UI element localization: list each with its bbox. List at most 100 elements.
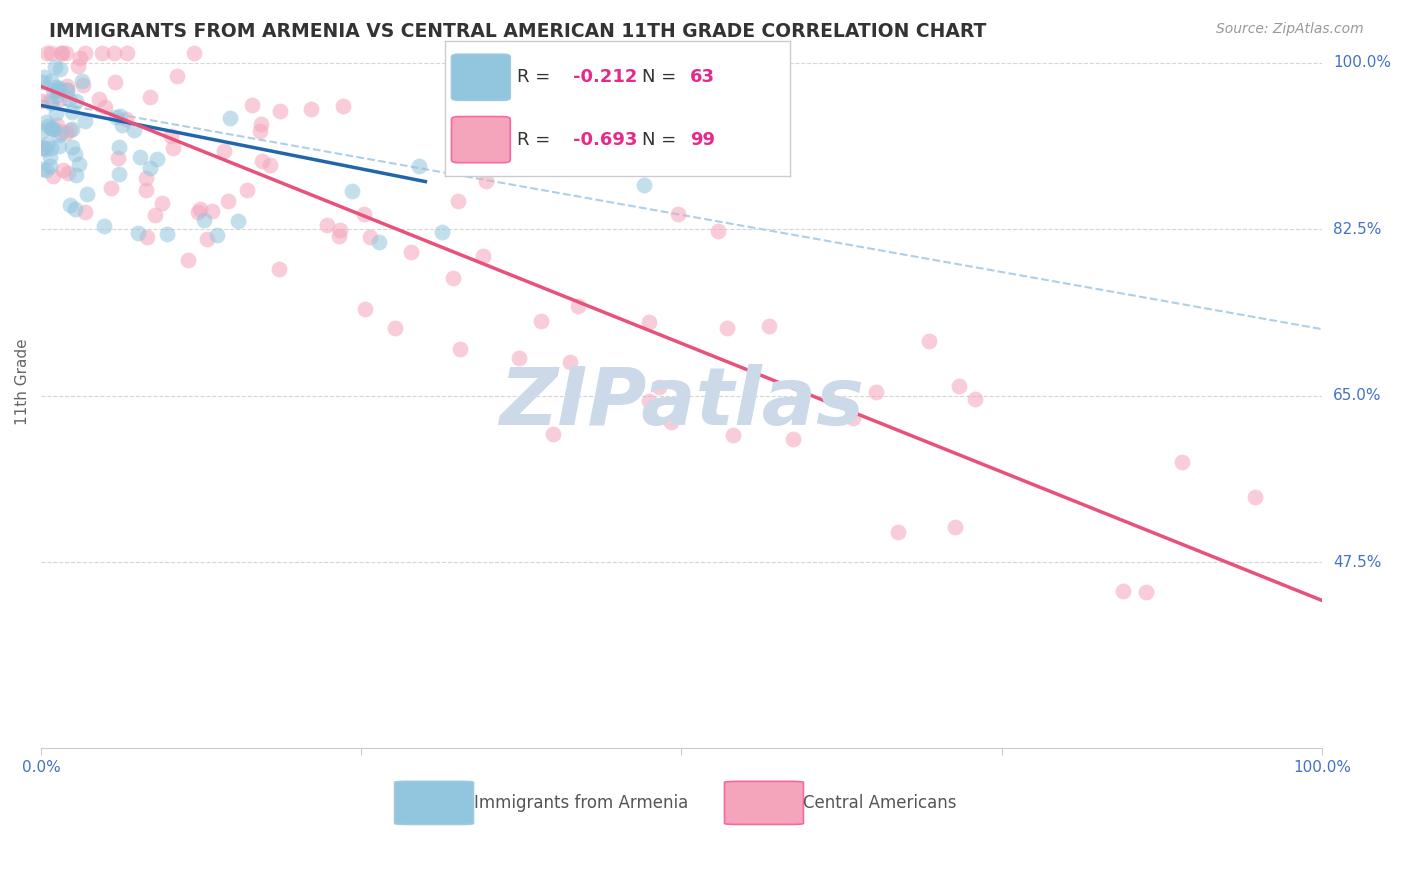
- Point: [384, 320, 406, 334]
- Point: [399, 245, 422, 260]
- Point: [51, 46, 73, 61]
- Point: [60, 105, 83, 120]
- Point: [226, 214, 249, 228]
- Point: [93, 219, 115, 233]
- Point: [39, 141, 62, 155]
- Point: [637, 315, 659, 329]
- Point: [60, 122, 83, 136]
- Point: [659, 415, 682, 429]
- Point: [38, 150, 60, 164]
- Point: [128, 150, 150, 164]
- Point: [328, 229, 350, 244]
- Point: [269, 103, 291, 118]
- Point: [48, 83, 70, 97]
- Point: [105, 110, 128, 124]
- Text: 65.0%: 65.0%: [1333, 388, 1382, 403]
- Point: [145, 208, 167, 222]
- Point: [69, 51, 91, 65]
- Point: [408, 159, 430, 173]
- Point: [201, 204, 224, 219]
- Point: [162, 141, 184, 155]
- Point: [31, 75, 53, 89]
- Point: [59, 123, 82, 137]
- Point: [38, 159, 60, 173]
- Point: [66, 59, 89, 73]
- Point: [530, 314, 553, 328]
- Point: [35, 136, 58, 151]
- Point: [865, 384, 887, 399]
- Point: [44, 60, 66, 74]
- Point: [943, 520, 966, 534]
- Point: [114, 112, 136, 127]
- Point: [176, 252, 198, 267]
- Point: [267, 261, 290, 276]
- Point: [73, 205, 96, 219]
- Point: [183, 46, 205, 61]
- Point: [666, 207, 689, 221]
- Point: [49, 46, 72, 61]
- Point: [217, 194, 239, 208]
- Point: [218, 112, 240, 126]
- Point: [441, 271, 464, 285]
- Point: [42, 169, 65, 183]
- Point: [1243, 490, 1265, 504]
- Point: [150, 195, 173, 210]
- Text: Source: ZipAtlas.com: Source: ZipAtlas.com: [1216, 22, 1364, 37]
- Point: [45, 118, 67, 132]
- Point: [648, 379, 671, 393]
- Point: [35, 163, 58, 178]
- Point: [475, 174, 498, 188]
- Point: [918, 334, 941, 348]
- Point: [249, 124, 271, 138]
- Text: 100.0%: 100.0%: [1333, 55, 1391, 70]
- Point: [103, 46, 125, 61]
- Point: [332, 99, 354, 113]
- Point: [166, 69, 188, 83]
- Point: [342, 185, 364, 199]
- Point: [58, 92, 80, 106]
- Point: [259, 158, 281, 172]
- Point: [159, 129, 181, 144]
- Point: [187, 205, 209, 219]
- Point: [136, 230, 159, 244]
- Point: [31, 140, 53, 154]
- Point: [240, 97, 263, 112]
- Point: [716, 320, 738, 334]
- Point: [135, 170, 157, 185]
- Point: [316, 219, 339, 233]
- Point: [633, 178, 655, 192]
- Point: [353, 207, 375, 221]
- Point: [94, 100, 117, 114]
- Point: [34, 114, 56, 128]
- Point: [367, 235, 389, 249]
- Text: 47.5%: 47.5%: [1333, 555, 1381, 570]
- Point: [108, 140, 131, 154]
- Point: [842, 411, 865, 425]
- Text: 82.5%: 82.5%: [1333, 222, 1381, 236]
- Point: [60, 140, 83, 154]
- Point: [41, 74, 63, 88]
- Point: [108, 109, 131, 123]
- Point: [52, 162, 75, 177]
- Point: [193, 213, 215, 227]
- Point: [115, 46, 138, 61]
- Point: [48, 139, 70, 153]
- Point: [139, 161, 162, 175]
- Point: [100, 180, 122, 194]
- Point: [63, 146, 86, 161]
- Point: [721, 428, 744, 442]
- Point: [70, 74, 93, 88]
- Point: [638, 394, 661, 409]
- Point: [250, 117, 273, 131]
- Point: [32, 70, 55, 84]
- Point: [963, 392, 986, 406]
- Point: [41, 83, 63, 97]
- Point: [541, 427, 564, 442]
- Point: [567, 299, 589, 313]
- Point: [236, 183, 259, 197]
- Point: [87, 92, 110, 106]
- Point: [38, 95, 60, 109]
- Point: [75, 46, 97, 61]
- Point: [887, 525, 910, 540]
- Point: [758, 319, 780, 334]
